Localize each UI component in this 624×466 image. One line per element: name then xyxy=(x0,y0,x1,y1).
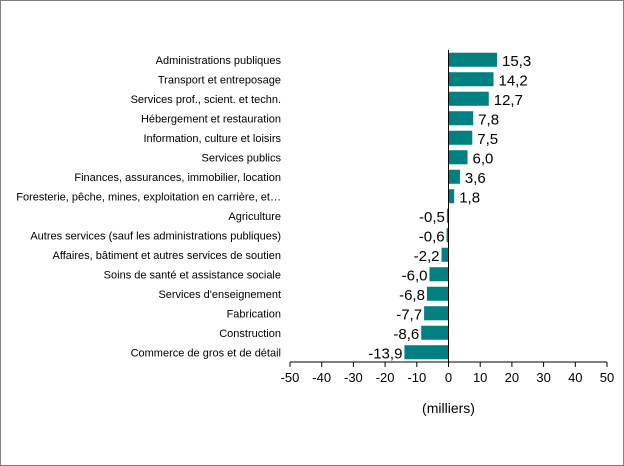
bar xyxy=(448,169,460,184)
value-label: 7,5 xyxy=(477,131,498,148)
value-label: 7,8 xyxy=(478,111,499,128)
x-tick-label: -40 xyxy=(312,370,331,385)
category-label: Services publics xyxy=(202,152,282,164)
bar xyxy=(448,111,474,126)
bar xyxy=(424,306,449,321)
x-tick-label: -10 xyxy=(407,370,426,385)
bar xyxy=(446,228,449,243)
value-label: 15,3 xyxy=(502,53,531,70)
bar xyxy=(404,345,449,360)
bar xyxy=(421,325,449,340)
value-label: -13,9 xyxy=(368,345,402,362)
x-tick-label: 20 xyxy=(505,370,519,385)
category-label: Soins de santé et assistance sociale xyxy=(104,269,281,281)
x-tick-label: -50 xyxy=(281,370,300,385)
value-label: -8,6 xyxy=(393,326,419,343)
bar xyxy=(448,130,473,145)
category-label: Foresterie, pêche, mines, exploitation e… xyxy=(16,191,281,203)
category-label: Transport et entreposage xyxy=(158,74,281,86)
value-label: 14,2 xyxy=(499,72,528,89)
x-tick-label: -20 xyxy=(376,370,395,385)
bar xyxy=(448,72,494,87)
category-label: Commerce de gros et de détail xyxy=(131,347,281,359)
bars-group xyxy=(404,52,498,360)
x-tick-label: 40 xyxy=(568,370,582,385)
x-tick-label: 50 xyxy=(600,370,614,385)
category-label: Construction xyxy=(219,328,281,340)
value-label: 6,0 xyxy=(473,150,494,167)
value-label: -0,5 xyxy=(419,209,445,226)
bar xyxy=(429,267,449,282)
x-tick-label: 0 xyxy=(445,370,452,385)
bar xyxy=(446,208,449,223)
value-label: -6,0 xyxy=(402,267,428,284)
value-label: 3,6 xyxy=(465,170,486,187)
bar xyxy=(448,52,498,67)
value-label: -6,8 xyxy=(399,287,425,304)
bar xyxy=(441,247,449,262)
x-axis-title: (milliers) xyxy=(422,400,475,416)
category-label: Fabrication xyxy=(227,308,281,320)
x-tick-label: 10 xyxy=(473,370,487,385)
value-labels: 15,3 14,2 12,7 7,8 7,5 6,0 3,6 1,8 -0,5 -0,6 -2,2 -… xyxy=(368,53,531,363)
value-label: 12,7 xyxy=(494,92,523,109)
bar xyxy=(448,150,468,165)
bar xyxy=(426,286,449,301)
bar xyxy=(448,91,489,106)
category-label: Services d'enseignement xyxy=(158,289,281,301)
category-label: Administrations publiques xyxy=(156,55,282,67)
value-label: -2,2 xyxy=(414,248,440,265)
x-tick-label: -30 xyxy=(344,370,363,385)
value-label: -7,7 xyxy=(396,306,422,323)
category-label: Agriculture xyxy=(228,211,281,223)
category-label: Affaires, bâtiment et autres services de… xyxy=(53,250,281,262)
x-axis-ticks: -50 -40 -30 -20 -10 0 10 20 30 40 50 xyxy=(281,362,614,385)
category-label: Autres services (sauf les administration… xyxy=(30,230,281,242)
category-label: Services prof., scient. et techn. xyxy=(131,94,281,106)
category-label: Finances, assurances, immobilier, locati… xyxy=(74,172,281,184)
category-labels: Administrations publiques Transport et en… xyxy=(16,55,281,360)
category-label: Information, culture et loisirs xyxy=(143,133,281,145)
category-label: Hébergement et restauration xyxy=(141,113,281,125)
value-label: -0,6 xyxy=(419,228,445,245)
x-tick-label: 30 xyxy=(536,370,550,385)
bar xyxy=(448,189,455,204)
value-label: 1,8 xyxy=(459,189,480,206)
